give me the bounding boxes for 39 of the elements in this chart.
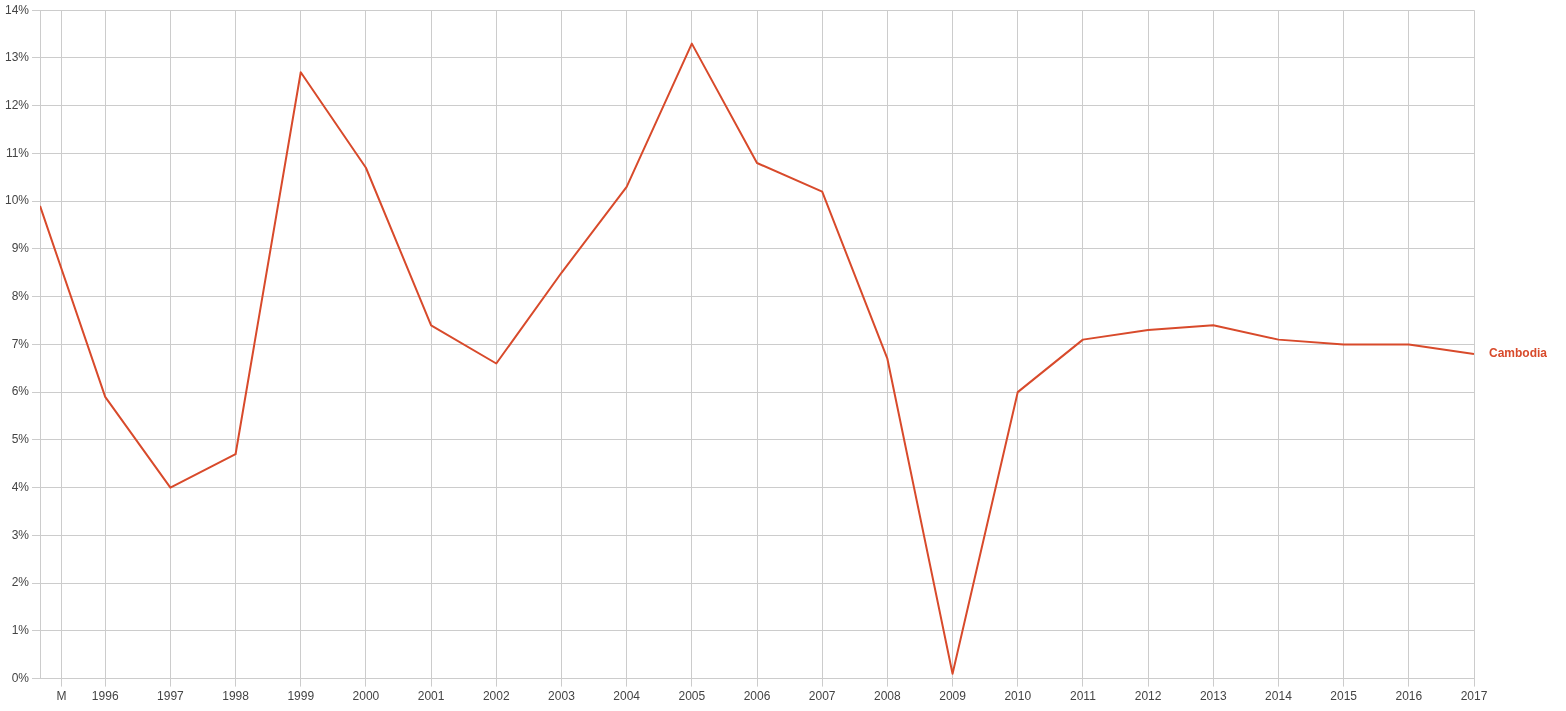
y-tick-label: 1% [11,623,30,638]
y-tick-label: 5% [11,432,30,447]
x-tick-label: 1997 [157,689,185,704]
x-tick-label: 2011 [1070,689,1097,704]
x-tick-label: M [56,689,67,704]
x-tick-label: 2017 [1460,689,1488,704]
x-tick-label: 1998 [222,689,250,704]
x-tick-label: 2003 [548,689,576,704]
x-tick-label: 2016 [1395,689,1423,704]
x-tick-label: 2001 [417,689,445,704]
y-tick-label: 7% [11,336,30,351]
y-tick-label: 13% [4,50,30,65]
x-tick-label: 2004 [613,689,641,704]
x-tick-label: 2014 [1265,689,1293,704]
x-tick-label: 2012 [1134,689,1162,704]
y-tick-label: 12% [4,98,30,112]
y-tick-label: 6% [11,384,30,399]
x-tick-label: 2015 [1330,689,1358,704]
y-tick-label: 9% [11,241,30,256]
x-tick-label: 1996 [91,689,119,704]
x-tick-label: 2007 [808,689,836,704]
x-tick-label: 2010 [1004,689,1032,704]
x-tick-label: 2002 [482,689,510,704]
x-tick-label: 2006 [743,689,771,704]
y-tick-label: 2% [11,575,30,590]
x-tick-label: 2000 [352,689,380,704]
x-tick-label: 2008 [874,689,902,704]
x-tick-label: 2009 [939,689,967,704]
y-tick-label: 4% [11,479,30,494]
y-tick-label: 14% [4,2,30,17]
y-tick-label: 10% [4,193,30,208]
x-tick-label: 1999 [287,689,315,704]
y-tick-label: 11% [5,145,30,160]
x-tick-label: 2005 [678,689,706,704]
y-tick-label: 3% [11,527,30,542]
y-tick-label: 0% [11,670,30,685]
y-tick-label: 8% [11,288,30,303]
series-label: Cambodia [1489,346,1548,361]
x-tick-label: 2013 [1199,689,1227,704]
